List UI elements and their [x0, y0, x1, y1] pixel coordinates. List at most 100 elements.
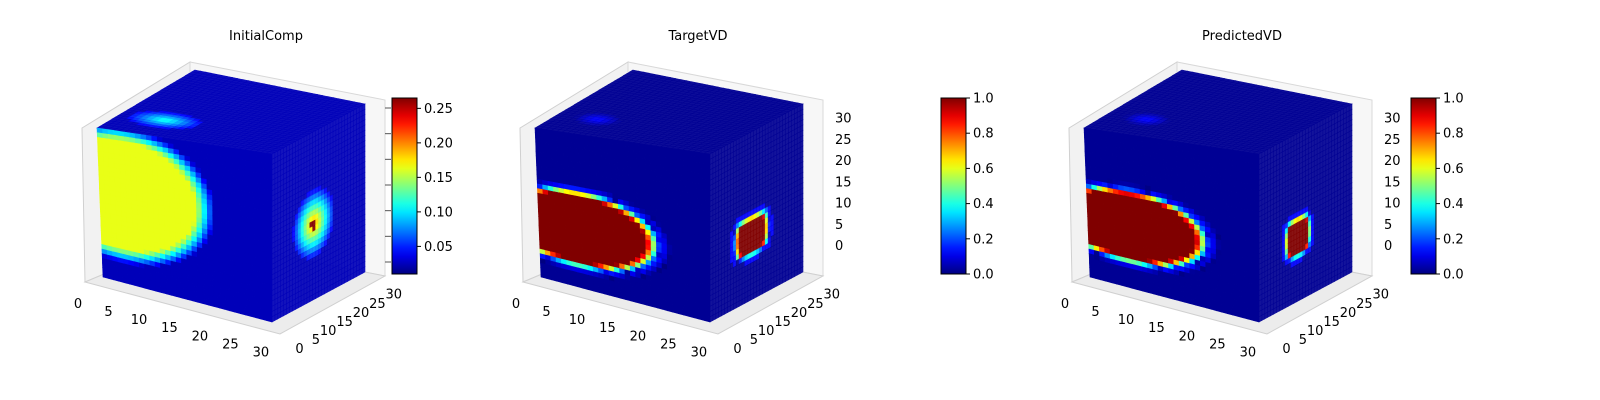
side-face-voxel	[709, 314, 714, 323]
side-face-voxel	[738, 299, 743, 307]
side-face-voxel	[353, 270, 357, 279]
side-face-voxel	[329, 283, 334, 292]
side-face-voxel	[306, 295, 311, 304]
front-face-voxel	[144, 283, 151, 291]
side-face-voxel	[326, 284, 331, 293]
colorbar-tick-label: 0.15	[424, 171, 453, 186]
side-face-voxel	[303, 297, 308, 306]
front-face-voxel	[208, 299, 215, 307]
side-face-voxel	[312, 292, 316, 301]
front-face-voxel	[192, 295, 199, 303]
side-face-voxel	[779, 277, 784, 286]
front-face-voxel	[181, 292, 188, 300]
front-face-voxel	[266, 315, 273, 323]
side-face-voxel	[727, 305, 731, 314]
side-face-voxel	[741, 297, 746, 306]
colorbar-tick-label: 0.25	[424, 102, 453, 117]
side-face-voxel	[347, 274, 351, 282]
side-face-voxel	[747, 294, 752, 303]
x-tick-label: 30	[253, 346, 270, 361]
side-face-voxel	[744, 295, 749, 304]
front-face-voxel	[213, 301, 220, 309]
x-tick-label: 15	[161, 321, 178, 336]
side-face-voxel	[724, 306, 728, 315]
y-tick-label: 15	[336, 315, 353, 330]
side-face-voxel	[332, 281, 337, 290]
side-face-voxel	[782, 275, 786, 284]
front-face-voxel	[261, 313, 268, 321]
y-tick-label: 10	[320, 324, 337, 339]
y-tick-label: 30	[386, 288, 403, 303]
front-face-voxel	[250, 310, 257, 319]
front-face-voxel	[255, 312, 262, 320]
side-face-voxel	[321, 288, 325, 296]
front-face-voxel	[171, 290, 178, 298]
x-tick-label: 10	[131, 313, 148, 328]
front-face-voxel	[229, 305, 236, 313]
side-face-voxel	[294, 302, 299, 311]
y-tick-label: 0	[295, 342, 303, 357]
colorbar-tick-label: 0.05	[424, 240, 453, 255]
y-tick-label: 25	[369, 297, 386, 312]
y-tick-label: 5	[312, 333, 320, 348]
front-face-voxel	[203, 298, 209, 306]
front-face-voxel	[155, 285, 162, 293]
front-face-voxel	[150, 284, 157, 292]
side-face-voxel	[318, 289, 322, 298]
side-face-voxel	[764, 284, 769, 293]
front-face-voxel	[176, 291, 183, 299]
side-face-voxel	[750, 292, 754, 301]
side-face-voxel	[283, 308, 287, 317]
side-face-voxel	[756, 289, 760, 298]
front-face-voxel	[245, 309, 252, 317]
x-tick-label: 0	[74, 297, 82, 312]
colorbar-tick-label: 0.10	[424, 205, 453, 220]
side-face-voxel	[721, 308, 725, 317]
side-face-voxel	[773, 280, 778, 289]
side-face-voxel	[350, 272, 354, 281]
side-face-voxel	[344, 275, 348, 284]
front-face-voxel	[240, 308, 246, 316]
side-face-voxel	[358, 267, 363, 276]
front-face-voxel	[165, 288, 173, 296]
side-face-voxel	[315, 291, 319, 300]
front-face-voxel	[187, 294, 194, 302]
side-face-voxel	[712, 313, 717, 321]
side-face-voxel	[271, 314, 276, 323]
side-face-voxel	[355, 269, 360, 278]
x-tick-label: 25	[222, 337, 239, 352]
front-face-voxel	[234, 306, 241, 314]
y-tick-label: 20	[353, 306, 370, 321]
side-face-voxel	[732, 302, 737, 311]
side-face-voxel	[761, 286, 766, 295]
side-face-voxel	[323, 286, 328, 295]
panel-title: TargetVD	[667, 29, 727, 44]
front-face-voxel	[118, 276, 125, 283]
colorbar-tick-label: 0.20	[424, 136, 453, 151]
side-face-voxel	[280, 309, 284, 318]
colorbar	[391, 97, 418, 275]
side-face-voxel	[753, 291, 757, 300]
side-face-voxel	[335, 280, 340, 289]
side-face-voxel	[286, 306, 290, 315]
x-tick-label: 20	[192, 329, 209, 344]
panel-title: InitialComp	[229, 29, 303, 44]
side-face-voxel	[277, 311, 282, 320]
side-face-voxel	[715, 311, 720, 320]
x-tick-label: 5	[104, 305, 112, 320]
side-face-voxel	[309, 294, 314, 303]
front-face-voxel	[218, 302, 225, 310]
side-face-voxel	[759, 288, 763, 296]
front-face-voxel	[160, 287, 167, 295]
side-face-voxel	[297, 300, 302, 309]
side-face-voxel	[361, 266, 366, 275]
side-face-voxel	[341, 277, 346, 286]
side-face-voxel	[718, 309, 722, 318]
front-face-voxel	[197, 296, 204, 305]
side-face-voxel	[300, 299, 305, 307]
side-face-voxel	[767, 283, 772, 292]
side-face-voxel	[289, 305, 293, 314]
